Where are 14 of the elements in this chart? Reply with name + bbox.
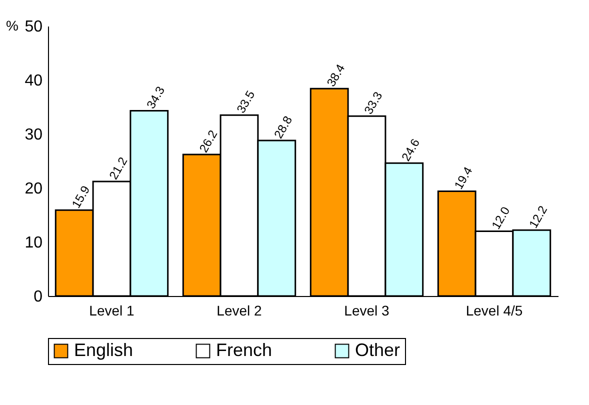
- legend-label: English: [74, 340, 134, 360]
- y-axis-title: %: [6, 18, 18, 34]
- x-tick-label: Level 2: [216, 302, 262, 318]
- y-tick-label: 0: [34, 288, 43, 306]
- y-tick-label: 30: [24, 126, 43, 144]
- x-tick-label: Level 4/5: [466, 302, 523, 318]
- y-tick-label: 40: [24, 72, 43, 90]
- y-tick-label: 10: [24, 234, 43, 252]
- x-tick-label: Level 3: [344, 302, 390, 318]
- y-tick-label: 50: [24, 18, 43, 36]
- x-tick-label: Level 1: [89, 302, 135, 318]
- legend-label: French: [216, 340, 272, 360]
- legend-label: Other: [355, 340, 400, 360]
- y-tick-label: 20: [24, 180, 43, 198]
